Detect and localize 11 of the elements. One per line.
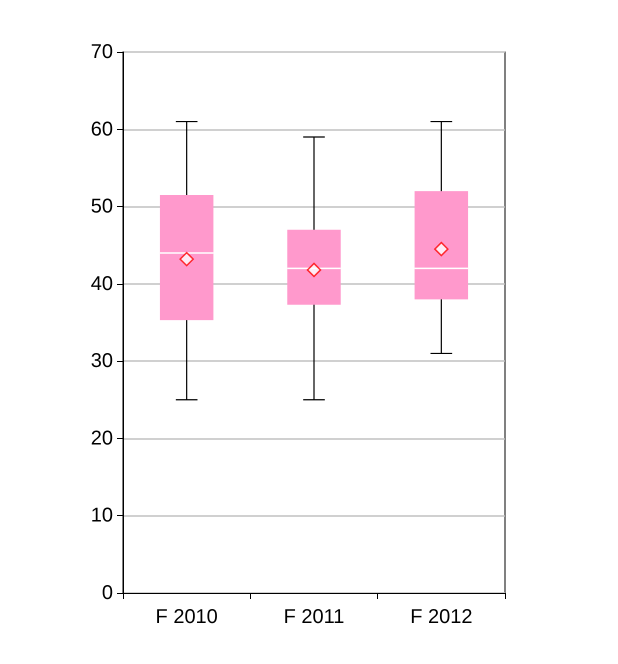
x-tick-label: F 2011 — [284, 606, 344, 628]
y-tick-label: 70 — [90, 41, 113, 63]
y-tick-label: 20 — [90, 427, 113, 450]
y-tick-label: 30 — [90, 350, 113, 372]
y-tick-label: 10 — [90, 504, 113, 527]
y-tick-label: 60 — [90, 118, 113, 140]
y-tick-label: 0 — [102, 582, 113, 604]
x-tick-label: F 2012 — [410, 606, 472, 628]
x-tick-label: F 2010 — [156, 606, 218, 628]
y-tick-label: 50 — [90, 196, 113, 218]
y-tick-label: 40 — [90, 272, 113, 295]
